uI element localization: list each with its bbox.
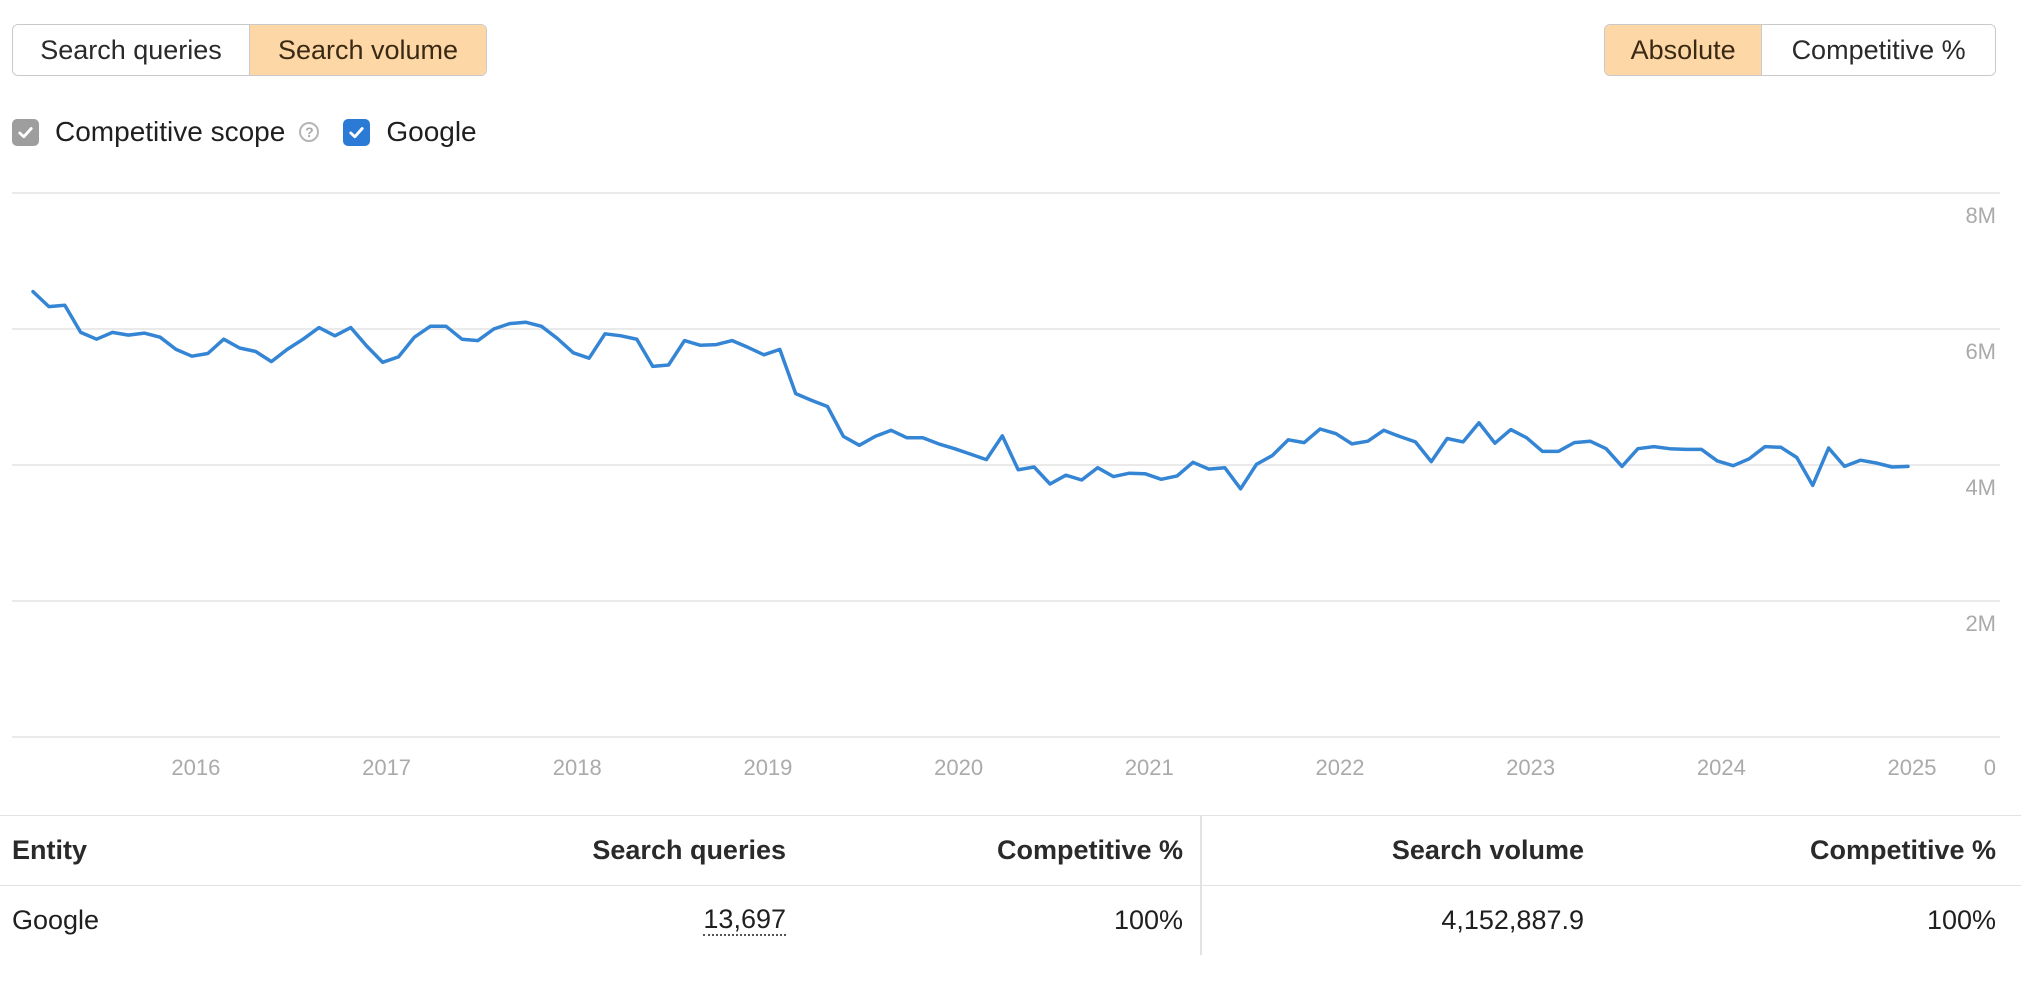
table-header-row: Entity Search queries Competitive % Sear… <box>0 815 2021 885</box>
y-tick-label: 8M <box>1965 203 1996 228</box>
absolute-toggle[interactable]: Absolute <box>1605 25 1762 75</box>
x-tick-label: 2017 <box>362 755 411 780</box>
x-tick-label: 2018 <box>553 755 602 780</box>
scale-toggle: Absolute Competitive % <box>1604 24 1996 76</box>
google-label: Google <box>386 116 477 147</box>
search-queries-link[interactable]: 13,697 <box>703 904 786 937</box>
x-tick-label: 2022 <box>1316 755 1365 780</box>
x-tick-label: 2025 <box>1888 755 1937 780</box>
header-queries-competitive: Competitive % <box>996 835 1183 865</box>
y-tick-label: 4M <box>1965 475 1996 500</box>
search-volume-cell: 4,152,887.9 <box>1441 905 1584 935</box>
check-icon <box>349 126 364 138</box>
search-queries-cell: 13,697 <box>703 886 786 955</box>
competitive-percent-toggle[interactable]: Competitive % <box>1761 25 1995 75</box>
y-tick-label: 2M <box>1965 611 1996 636</box>
search-volume-toggle[interactable]: Search volume <box>249 25 486 75</box>
x-tick-label: 2023 <box>1506 755 1555 780</box>
search-queries-toggle[interactable]: Search queries <box>13 25 249 75</box>
y-tick-label: 0 <box>1984 755 1996 780</box>
x-tick-label: 2020 <box>934 755 983 780</box>
series-line-google <box>31 289 1910 491</box>
queries-competitive-cell: 100% <box>1113 905 1183 935</box>
x-tick-label: 2024 <box>1697 755 1746 780</box>
check-icon <box>18 126 33 138</box>
volume-competitive-cell: 100% <box>1926 905 1996 935</box>
x-tick-label: 2016 <box>171 755 220 780</box>
entity-cell: Google <box>12 905 100 935</box>
competitive-scope-checkbox[interactable] <box>12 118 39 146</box>
y-tick-label: 6M <box>1965 339 1996 364</box>
filter-row: Competitive scope ? Google <box>12 114 477 150</box>
header-search-volume: Search volume <box>1391 835 1584 865</box>
x-tick-label: 2021 <box>1125 755 1174 780</box>
header-entity: Entity <box>12 835 88 865</box>
header-search-queries: Search queries <box>592 835 786 865</box>
header-volume-competitive: Competitive % <box>1809 835 1996 865</box>
competitive-scope-label: Competitive scope <box>55 116 286 147</box>
table-row: Google 13,697 100% 4,152,887.9 100% <box>0 885 2021 955</box>
help-icon[interactable]: ? <box>299 122 320 142</box>
entity-table: Entity Search queries Competitive % Sear… <box>0 815 2021 955</box>
google-checkbox[interactable] <box>343 118 371 146</box>
x-tick-label: 2019 <box>743 755 792 780</box>
search-volume-chart: 2M 4M 6M 8M 0 2016 2017 2018 2019 2020 2021 2022 20… <box>12 192 2000 780</box>
metric-toggle: Search queries Search volume <box>12 24 487 76</box>
table-column-divider <box>1200 815 1202 955</box>
